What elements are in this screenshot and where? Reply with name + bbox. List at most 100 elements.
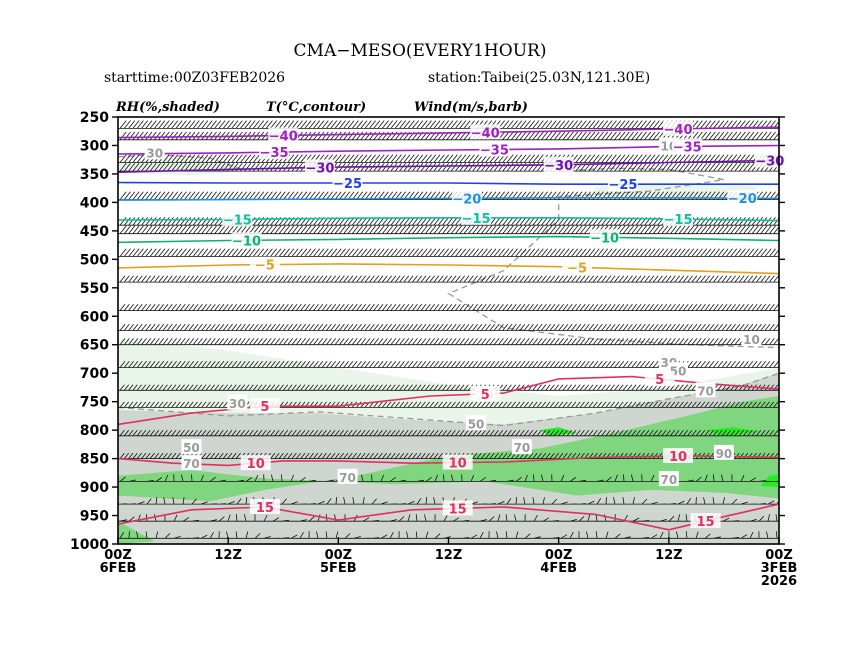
temp-label-bg [259,144,290,160]
y-tick-label: 650 [80,338,109,354]
temp-label-bg [268,127,299,143]
temp-contour-3 [118,181,779,185]
y-tick-label: 800 [80,423,109,439]
y-tick-label: 600 [80,309,109,325]
legend-wind: Wind(m/s,barb) [414,100,528,115]
temp-contour-label: −10 [232,234,261,249]
temp-contour-label: −40 [471,126,500,141]
temp-contour-label: 5 [481,388,490,403]
temp-contour-label: −30 [305,161,334,176]
temp-label-bg [663,120,694,136]
temp-label-bg [663,211,694,227]
temp-label-bg [304,159,335,175]
temp-contour-label: −5 [567,261,587,276]
rh-label-bg [144,144,165,160]
temp-contour-label: −35 [480,144,509,159]
temp-label-bg [754,152,785,168]
rh-label-bg [227,394,248,410]
temperature-label-layer: −40 −40 −40−35 −35 −35−30 −30 −30−25 −25−20 −20−… [222,120,785,530]
rh-contour-label: 50 [183,441,200,455]
temp-contour-label: −35 [260,146,289,161]
temp-contour-label: 10 [449,457,467,472]
temp-label-bg [231,232,262,248]
temp-contour-4 [118,197,779,201]
temp-label-bg [672,138,703,154]
y-tick-label: 1000 [70,537,109,553]
rh-contour-label: 70 [339,471,356,485]
x-tick-label: 6FEB [100,561,137,576]
rh-contour-label: 10 [743,333,760,347]
rh-contour-label: 90 [716,447,733,461]
y-tick-label: 300 [80,138,109,154]
temp-contour-label: 5 [260,400,269,415]
x-tick-label: 00Z [325,548,353,563]
temp-contour-label: −10 [590,231,619,246]
rh-contour-label: 70 [183,457,200,471]
temp-label-bg [470,124,501,140]
rh-label-bg [181,455,202,471]
rh-region-70 [118,396,779,502]
rh-label-bg [713,444,734,460]
temp-contour-label: −20 [728,192,757,207]
temp-contour-2 [118,159,779,173]
y-tick-label: 500 [80,252,109,268]
temp-contour-label: −40 [664,123,693,138]
x-tick-label: 12Z [435,548,463,563]
y-tick-label: 750 [80,395,109,411]
temp-contour-label: −35 [673,140,702,155]
chart-title: CMA−MESO(EVERY1HOUR) [294,41,547,61]
legend-rh: RH(%,shaded) [115,100,220,115]
temp-label-bg [249,256,280,272]
temp-contour-label: 5 [655,373,664,388]
rh-label-bg [658,471,679,487]
y-tick-label: 400 [80,195,109,211]
temp-contour-label: −25 [608,178,637,193]
temp-contour-label: −30 [755,154,784,169]
rh-region-70-patch [485,464,596,482]
temp-label-bg [663,447,694,463]
temp-label-bg [727,190,758,206]
rh-label-bg [337,468,358,484]
temp-contour-label: 15 [256,501,274,516]
temp-label-bg [543,156,574,172]
temp-contour-label: 10 [247,457,265,472]
rh-contour-label: 50 [468,417,485,431]
y-tick-label: 250 [80,110,109,126]
y-tick-label: 350 [80,167,109,183]
temp-label-bg [222,211,253,227]
temp-contour-label: 15 [449,502,467,517]
x-tick-label: 2026 [761,574,797,589]
temp-label-bg [690,513,721,529]
temp-label-bg [442,454,473,470]
temp-label-bg [607,176,638,192]
rh-label-bg [466,415,487,431]
rh-contour-label: 70 [660,473,677,487]
rh-label-bg [695,382,716,398]
x-tick-label: 12Z [655,548,683,563]
y-tick-label: 450 [80,224,109,240]
temp-contour-label: −15 [664,213,693,228]
temp-label-bg [240,455,271,471]
temp-contour-7 [118,263,779,275]
temp-label-bg [461,209,492,225]
temp-contour-label: −25 [333,177,362,192]
y-tick-label: 950 [80,509,109,525]
temp-label-bg [589,229,620,245]
temp-contour-label: 15 [697,515,715,530]
x-tick-label: 5FEB [320,561,357,576]
temp-contour-label: −30 [544,159,573,174]
plot-area: 301010305070303050507070709070 −40−40−40… [117,116,785,545]
rh-contour-label: 70 [697,384,714,398]
temp-contour-label: 10 [669,450,687,465]
temp-label-bg [442,500,473,516]
temp-contour-label: −20 [452,192,481,207]
y-tick-label: 550 [80,281,109,297]
rh-contour-label: 70 [514,441,531,455]
y-axis: 2503003504004505005506006507007508008509… [70,110,785,553]
x-tick-label: 12Z [214,548,242,563]
temp-label-bg [562,259,593,275]
x-tick-label: 00Z [104,548,132,563]
y-tick-label: 850 [80,452,109,468]
